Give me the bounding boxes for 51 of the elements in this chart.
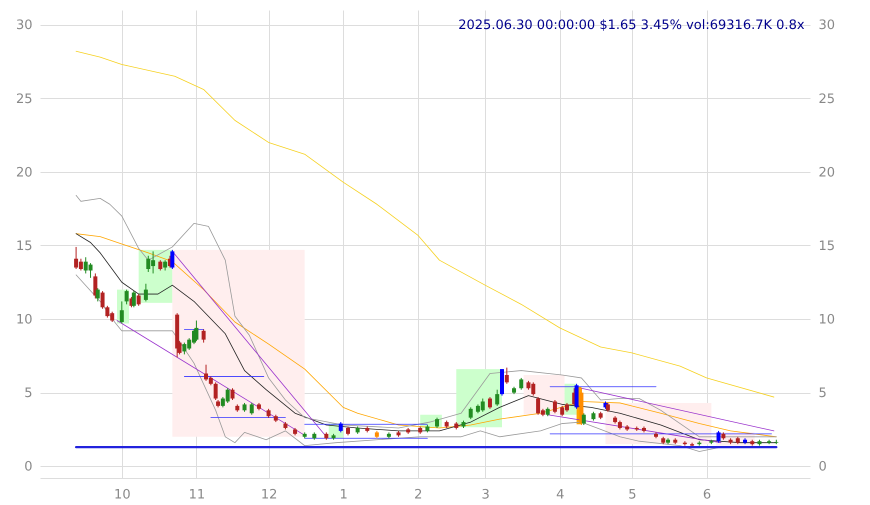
x-tick-label: 10 — [114, 488, 131, 502]
candlestick — [202, 328, 206, 344]
candlestick — [158, 260, 162, 271]
y2-tick-label: 0 — [818, 460, 827, 475]
candlestick — [435, 417, 440, 428]
y-tick-label: 30 — [16, 18, 32, 34]
line-series — [76, 50, 774, 398]
candlestick — [582, 412, 586, 426]
y-tick-label: 20 — [16, 165, 32, 180]
x-tick-label: 1 — [340, 488, 348, 502]
candlestick — [124, 289, 129, 305]
candlestick — [250, 402, 254, 416]
x-tick-label: 2 — [414, 488, 422, 502]
y2-tick-label: 10 — [818, 312, 836, 328]
candlestick — [519, 377, 524, 390]
y-tick-label: 10 — [16, 312, 32, 328]
candlestick — [504, 367, 509, 384]
candlestick — [552, 400, 557, 414]
candlestick — [716, 430, 721, 444]
candlestick — [338, 422, 343, 433]
x-tick-label: 4 — [556, 488, 564, 502]
x-tick-label: 5 — [628, 488, 637, 502]
x-tick-label: 12 — [260, 488, 278, 502]
candlestick — [170, 249, 174, 270]
candlestick — [194, 320, 198, 342]
y-tick-label: 5 — [24, 386, 32, 402]
y2-tick-label: 20 — [818, 165, 836, 180]
candlestick — [230, 388, 234, 400]
candlestick — [468, 406, 473, 420]
candlestick — [495, 389, 500, 406]
candlestick — [120, 300, 124, 324]
candlestick — [163, 260, 168, 271]
y2-tick-label: 15 — [818, 238, 836, 254]
line-series — [76, 195, 777, 438]
y2-tick-label: 25 — [818, 92, 836, 107]
candlestick — [488, 396, 492, 410]
y2-tick-label: 30 — [818, 18, 836, 34]
candlestick — [96, 288, 100, 302]
candlestick — [136, 294, 141, 306]
text: 2025.06.30 00:00:00 $1.65 3.45% vol:69316.7K 0.8x — [458, 18, 805, 33]
x-tick-label: 3 — [482, 488, 490, 502]
x-tick-label: 11 — [188, 488, 206, 502]
candlestick — [144, 283, 148, 302]
y-tick-label: 25 — [16, 92, 32, 107]
candlestick — [100, 290, 105, 310]
y-tick-label: 0 — [24, 460, 32, 475]
y2-tick-label: 5 — [818, 386, 827, 402]
x-tick-label: 6 — [702, 488, 712, 502]
y-tick-label: 15 — [16, 238, 32, 254]
candlestick — [574, 383, 579, 410]
candlestick — [214, 382, 218, 400]
